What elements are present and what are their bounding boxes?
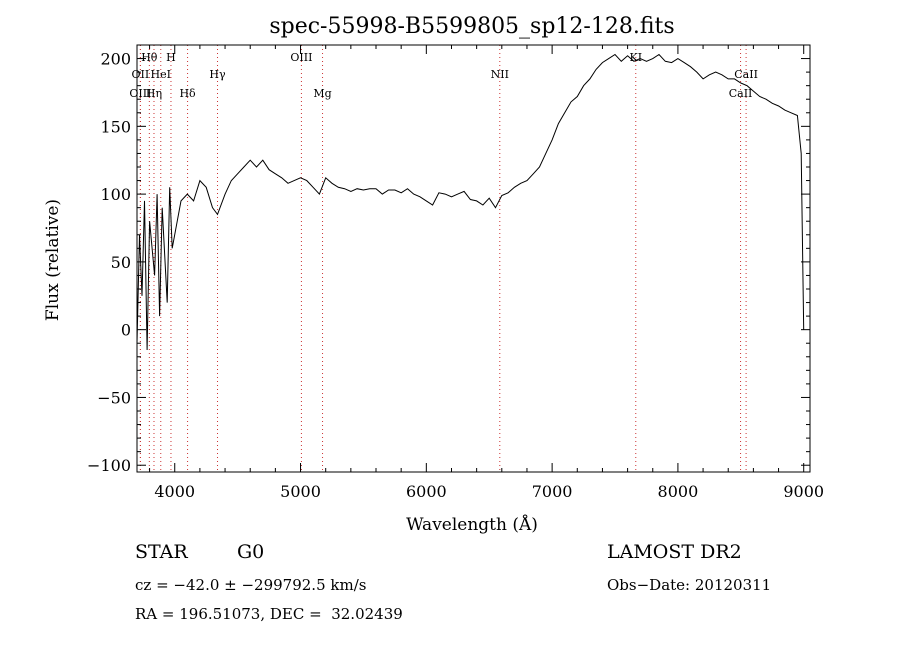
x-tick-label: 7000 (532, 482, 573, 501)
y-tick-label: −100 (87, 456, 131, 475)
y-tick-label: 100 (100, 185, 131, 204)
spectrum-line (136, 53, 805, 351)
marker-label: Mg (313, 87, 331, 100)
object-subclass: G0 (237, 541, 265, 563)
y-tick-label: 150 (100, 117, 131, 136)
emission-line-markers (139, 45, 747, 472)
marker-label: Hγ (209, 68, 226, 81)
x-axis-ticks: 4000 5000 6000 7000 8000 9000 (149, 45, 824, 501)
x-axis-label: Wavelength (Å) (406, 514, 538, 535)
marker-label: NII (491, 68, 509, 81)
observation-date: Obs−Date: 20120311 (607, 576, 772, 594)
marker-label: Hθ (141, 51, 158, 64)
marker-label: KI (629, 51, 642, 64)
marker-label: OII (132, 68, 150, 81)
plot-frame (136, 44, 811, 473)
y-tick-label: 200 (100, 50, 131, 69)
marker-label: HeI (151, 68, 171, 81)
y-axis-ticks: −100 −50 0 50 100 150 200 (87, 44, 810, 475)
redshift-cz: cz = −42.0 ± −299792.5 km/s (135, 576, 367, 594)
chart-title: spec-55998-B5599805_sp12-128.fits (269, 14, 674, 39)
y-axis-label: Flux (relative) (43, 199, 63, 321)
survey-name: LAMOST DR2 (607, 541, 742, 563)
coordinates: RA = 196.51073, DEC = 32.02439 (135, 605, 403, 623)
x-tick-label: 8000 (658, 482, 699, 501)
marker-label: H (166, 51, 176, 64)
x-tick-label: 5000 (280, 482, 321, 501)
marker-label: CaII (734, 68, 758, 81)
y-tick-label: 50 (111, 253, 131, 272)
object-class: STAR (135, 541, 188, 563)
marker-label: OIII (129, 87, 151, 100)
marker-label: OIII (290, 51, 312, 64)
marker-label: Hη (146, 87, 162, 100)
marker-label: Hδ (179, 87, 196, 100)
y-tick-label: 0 (121, 321, 131, 340)
marker-label: CaII (729, 87, 753, 100)
y-tick-label: −50 (97, 388, 131, 407)
x-tick-label: 6000 (406, 482, 447, 501)
x-tick-label: 4000 (154, 482, 195, 501)
x-tick-label: 9000 (783, 482, 824, 501)
